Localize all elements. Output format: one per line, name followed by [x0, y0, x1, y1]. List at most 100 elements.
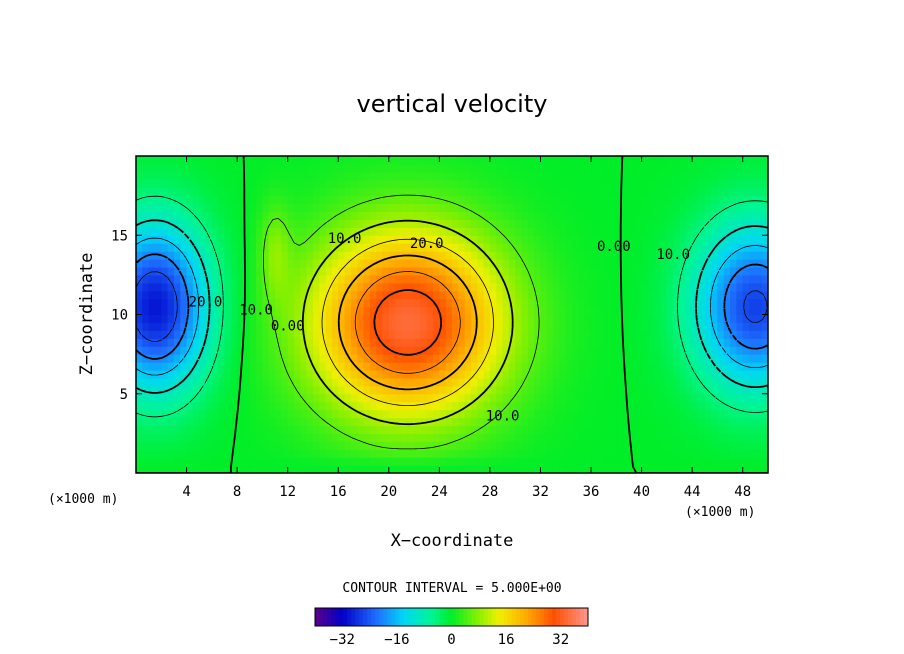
field-cell: [660, 385, 668, 395]
field-cell: [395, 203, 403, 213]
field-cell: [597, 393, 605, 403]
field-cell: [312, 377, 320, 387]
field-cell: [717, 425, 725, 434]
field-cell: [717, 377, 725, 387]
field-cell: [281, 385, 289, 395]
field-cell: [610, 401, 617, 411]
field-cell: [433, 266, 440, 276]
field-cell: [527, 401, 535, 411]
field-cell: [376, 235, 384, 244]
field-cell: [395, 346, 403, 355]
field-cell: [685, 457, 693, 466]
field-cell: [508, 433, 516, 442]
field-cell: [218, 179, 226, 189]
field-cell: [192, 393, 200, 403]
field-cell: [761, 243, 768, 252]
field-cell: [711, 330, 719, 339]
field-cell: [420, 354, 428, 363]
field-cell: [287, 219, 295, 228]
field-cell: [470, 330, 478, 339]
field-cell: [338, 243, 346, 252]
field-cell: [205, 171, 213, 181]
field-cell: [458, 211, 466, 220]
field-cell: [591, 377, 598, 387]
field-cell: [338, 274, 346, 284]
field-cell: [717, 211, 725, 220]
field-cell: [357, 259, 365, 268]
field-cell: [610, 465, 617, 473]
field-cell: [464, 330, 472, 339]
field-cell: [414, 425, 421, 434]
field-cell: [205, 227, 213, 236]
field-cell: [142, 393, 150, 403]
field-cell: [749, 457, 756, 466]
field-cell: [281, 179, 289, 189]
field-cell: [565, 314, 573, 324]
field-cell: [534, 290, 542, 300]
field-cell: [641, 243, 649, 252]
field-cell: [647, 171, 655, 181]
field-cell: [723, 259, 731, 268]
field-cell: [477, 314, 485, 324]
field-cell: [553, 354, 561, 363]
field-cell: [167, 322, 175, 331]
field-cell: [761, 377, 768, 387]
field-cell: [192, 354, 200, 363]
field-cell: [692, 314, 700, 324]
field-cell: [565, 457, 573, 466]
field-cell: [559, 314, 567, 324]
field-cell: [331, 314, 339, 324]
field-cell: [414, 282, 421, 292]
field-cell: [521, 354, 529, 363]
field-cell: [376, 457, 384, 466]
field-cell: [199, 179, 207, 189]
field-cell: [268, 235, 276, 244]
field-cell: [698, 393, 706, 403]
field-cell: [382, 362, 390, 371]
field-cell: [249, 290, 257, 300]
field-cell: [736, 369, 744, 379]
field-cell: [395, 457, 403, 466]
field-cell: [755, 227, 763, 236]
field-cell: [243, 219, 251, 228]
field-cell: [426, 441, 434, 450]
field-cell: [224, 290, 232, 300]
field-cell: [199, 243, 207, 252]
field-cell: [515, 251, 523, 260]
field-cell: [470, 156, 478, 165]
field-cell: [698, 417, 706, 427]
field-cell: [350, 314, 358, 324]
field-cell: [230, 187, 238, 197]
field-cell: [186, 211, 194, 220]
field-cell: [692, 330, 700, 339]
field-cell: [736, 425, 744, 434]
field-cell: [445, 393, 453, 403]
field-cell: [275, 425, 282, 434]
field-cell: [256, 362, 263, 371]
field-cell: [730, 369, 737, 379]
field-cell: [616, 369, 624, 379]
field-cell: [698, 195, 706, 205]
field-cell: [673, 211, 681, 220]
field-cell: [230, 203, 238, 213]
field-cell: [553, 425, 561, 434]
field-cell: [742, 266, 750, 276]
field-cell: [312, 156, 320, 165]
field-cell: [502, 465, 510, 473]
field-cell: [666, 425, 674, 434]
field-cell: [331, 171, 339, 181]
field-cell: [578, 354, 586, 363]
field-cell: [281, 274, 289, 284]
field-cell: [755, 409, 763, 419]
field-cell: [331, 465, 339, 473]
field-cell: [692, 211, 700, 220]
field-cell: [698, 274, 706, 284]
field-cell: [749, 266, 756, 276]
field-cell: [433, 171, 440, 181]
field-cell: [610, 156, 617, 165]
field-cell: [312, 219, 320, 228]
contour-interval-text: CONTOUR INTERVAL = 5.000E+00: [342, 581, 561, 596]
field-cell: [199, 354, 207, 363]
field-cell: [654, 179, 662, 189]
field-cell: [294, 354, 301, 363]
